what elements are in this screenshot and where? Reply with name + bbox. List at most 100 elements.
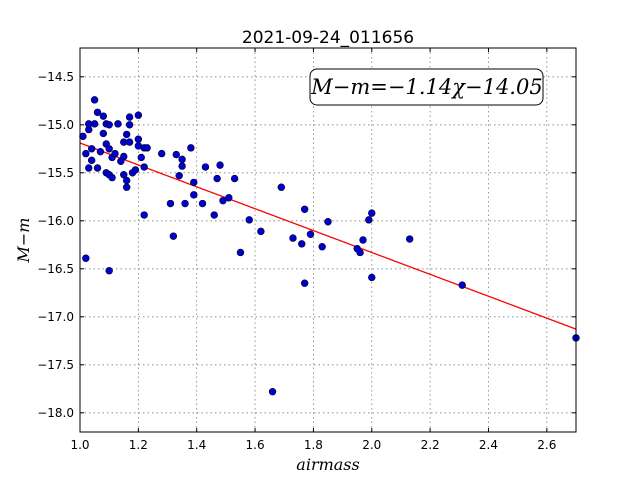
data-point [122, 176, 131, 185]
plot-area [79, 96, 580, 396]
chart-title: 2021-09-24_011656 [242, 28, 414, 48]
data-point [245, 216, 253, 224]
x-tick-label: 2.0 [362, 438, 381, 452]
data-point [120, 171, 128, 179]
x-tick-label: 2.6 [537, 438, 556, 452]
data-point [318, 243, 326, 251]
data-point [219, 196, 227, 205]
y-tick-label: −14.5 [37, 70, 74, 84]
data-point [368, 209, 376, 217]
data-point [178, 162, 186, 170]
data-point [131, 166, 140, 174]
data-point [175, 171, 183, 180]
axis-ticks: 1.0 1.2 1.4 1.6 1.8 2.0 2.2 2.4 2.6 −14.5 −15.0 −15… [37, 48, 576, 452]
data-point [122, 183, 131, 191]
annotation-box [309, 68, 544, 106]
data-point [306, 230, 315, 238]
data-point [178, 155, 186, 164]
data-point [216, 161, 224, 169]
data-point [111, 149, 119, 158]
data-point [105, 145, 113, 153]
data-point [93, 164, 102, 172]
fit-line [79, 142, 577, 330]
data-point [140, 211, 148, 219]
data-point [79, 132, 87, 141]
data-point [368, 273, 376, 282]
data-point [359, 236, 367, 244]
data-point [198, 199, 207, 208]
data-point [90, 96, 99, 104]
data-point [169, 232, 178, 240]
data-point [82, 149, 90, 158]
data-point [268, 387, 277, 396]
data-point [120, 152, 128, 161]
y-tick-label: −16.0 [37, 214, 74, 228]
data-point [125, 138, 134, 146]
data-point [190, 191, 198, 199]
data-point [99, 112, 108, 120]
data-point [108, 173, 116, 182]
data-point [201, 163, 210, 171]
data-point [289, 234, 297, 242]
data-point [87, 156, 96, 165]
fit-annotation: M−m=−1.14χ−14.05 [309, 68, 544, 106]
y-tick-label: −15.5 [37, 166, 74, 180]
data-point [230, 174, 239, 183]
data-point [134, 111, 143, 119]
x-tick-label: 2.4 [479, 438, 498, 452]
data-point [96, 147, 105, 156]
data-point [300, 279, 309, 287]
x-axis-label: airmass [296, 455, 359, 474]
y-tick-label: −16.5 [37, 262, 74, 276]
data-point [90, 120, 99, 128]
data-point [114, 120, 122, 128]
x-tick-label: 1.4 [187, 438, 206, 452]
x-tick-label: 1.2 [129, 438, 148, 452]
data-points [79, 96, 580, 396]
annotation-text: M−m=−1.14χ−14.05 [310, 75, 542, 99]
data-point [87, 145, 96, 153]
data-point [190, 178, 198, 187]
y-tick-label: −17.0 [37, 310, 74, 324]
data-point [134, 135, 143, 143]
y-tick-label: −15.0 [37, 118, 74, 132]
x-tick-label: 1.0 [70, 438, 89, 452]
data-point [298, 240, 306, 248]
data-point [122, 130, 131, 139]
data-point [187, 144, 195, 152]
data-point [405, 235, 414, 243]
data-point [210, 211, 218, 219]
data-point [105, 121, 113, 129]
data-point [324, 218, 332, 226]
data-point [125, 121, 134, 129]
y-tick-label: −18.0 [37, 406, 74, 420]
data-point [140, 163, 148, 171]
data-point [157, 149, 166, 158]
data-point [236, 248, 245, 257]
data-point [356, 248, 364, 257]
data-point [93, 108, 102, 117]
data-point [181, 199, 189, 208]
data-point [225, 194, 233, 202]
data-point [300, 205, 309, 213]
data-point [172, 150, 180, 159]
data-point [277, 183, 286, 191]
data-point [213, 174, 221, 183]
data-point [458, 281, 466, 289]
data-point [85, 164, 93, 172]
x-tick-label: 2.2 [421, 438, 440, 452]
data-point [99, 129, 108, 138]
y-tick-label: −17.5 [37, 358, 74, 372]
x-tick-label: 1.8 [304, 438, 323, 452]
x-tick-label: 1.6 [246, 438, 265, 452]
plot-frame [79, 47, 577, 433]
data-point [82, 254, 90, 262]
y-axis-label: M−m [14, 218, 33, 264]
data-point [137, 153, 145, 162]
data-point [166, 199, 175, 208]
data-point [125, 113, 134, 121]
data-point [143, 144, 151, 152]
data-point [105, 267, 113, 275]
data-point [257, 227, 265, 236]
